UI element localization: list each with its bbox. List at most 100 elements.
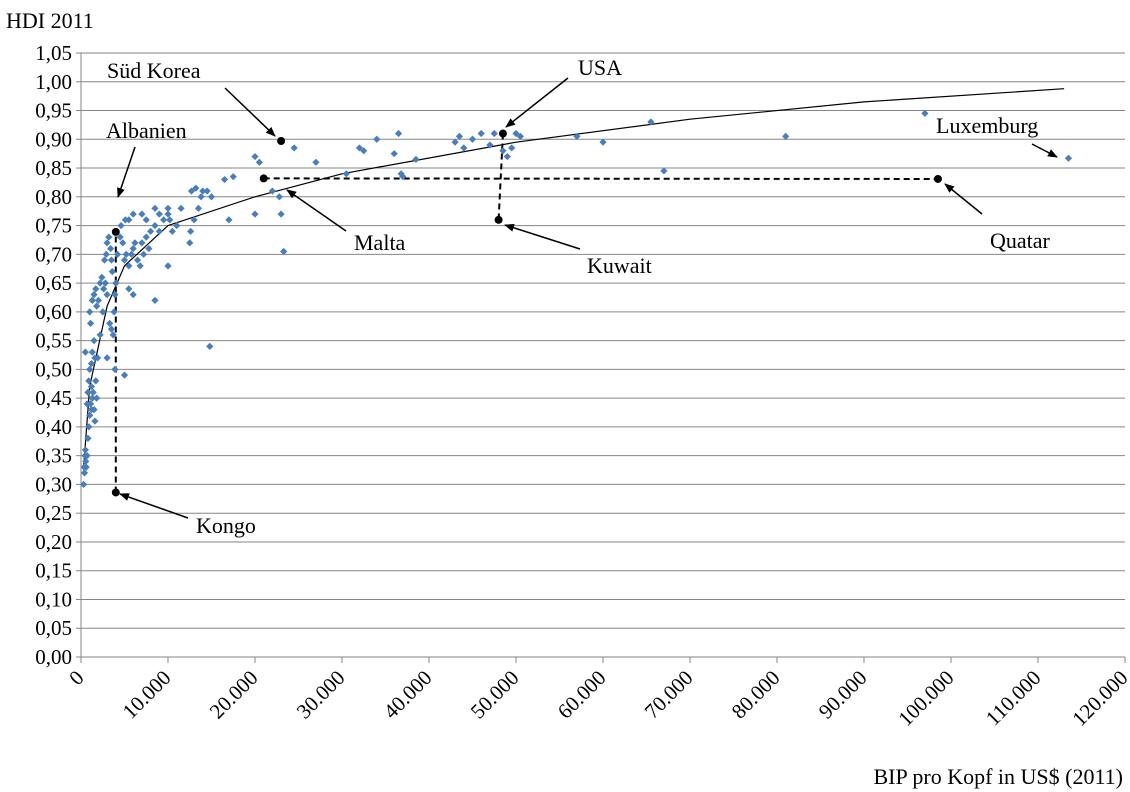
data-point <box>99 308 107 316</box>
y-tick-label: 0,90 <box>35 127 72 151</box>
data-point <box>142 233 150 241</box>
data-point <box>122 250 130 258</box>
data-point <box>111 365 119 373</box>
dashed-connector <box>497 133 504 220</box>
data-point <box>117 221 125 230</box>
annotation-arrow-luxemburg <box>1031 143 1058 158</box>
trendline-group <box>83 88 1065 468</box>
data-point <box>88 296 96 304</box>
data-point <box>390 150 398 158</box>
y-tick-label: 0,80 <box>35 185 72 209</box>
x-tick-label: 50.000 <box>466 666 524 724</box>
data-point <box>103 291 111 299</box>
data-point <box>131 239 139 247</box>
x-tick-label: 70.000 <box>640 666 698 724</box>
data-point <box>107 256 116 264</box>
y-tick-label: 1,05 <box>35 41 72 65</box>
x-tick-labels: 0 10.000 20.000 30.000 40.000 50.000 60.000 70.… <box>64 666 1130 731</box>
data-point <box>503 152 511 161</box>
annotation-arrow-sdkorea <box>224 87 276 137</box>
data-point <box>190 216 198 224</box>
data-point <box>90 337 98 345</box>
data-point <box>113 250 122 258</box>
y-tick-label: 0,30 <box>35 472 72 496</box>
data-point <box>93 302 101 310</box>
data-point <box>81 348 89 356</box>
x-tick-label: 100.000 <box>893 666 958 731</box>
highlighted-point-sdkorea <box>277 137 286 146</box>
data-point <box>125 285 133 293</box>
data-point <box>373 135 381 143</box>
data-point <box>173 221 181 230</box>
data-point <box>103 354 111 362</box>
data-point <box>155 227 163 235</box>
annotation-label-sdkorea: Süd Korea <box>107 58 201 83</box>
y-tick-label: 0,70 <box>35 242 72 266</box>
y-tick-label: 0,35 <box>35 444 72 468</box>
y-tick-label: 0,95 <box>35 99 72 123</box>
data-point <box>100 285 108 293</box>
highlighted-point-kuwait <box>494 215 503 224</box>
trendline <box>83 88 1065 468</box>
y-tick-label: 0,75 <box>35 214 72 238</box>
x-tick-label: 120.000 <box>1067 666 1130 731</box>
data-point <box>85 423 93 431</box>
highlighted-point-malta <box>259 174 268 183</box>
data-point <box>127 250 136 258</box>
data-point <box>155 210 163 218</box>
data-point <box>90 291 98 299</box>
data-point <box>151 204 159 212</box>
dashed-connector <box>263 177 938 180</box>
data-point <box>782 132 790 141</box>
data-point <box>80 469 89 477</box>
data-point <box>486 141 494 149</box>
data-point <box>138 210 146 218</box>
x-tick-label: 110.000 <box>981 666 1046 731</box>
data-point <box>290 144 298 152</box>
y-tick-label: 0,55 <box>35 329 72 353</box>
data-point <box>100 256 109 264</box>
data-point <box>394 129 403 138</box>
data-point <box>93 394 101 402</box>
y-tick-label: 0,40 <box>35 415 72 439</box>
data-point <box>187 227 195 235</box>
highlighted-point-luxemburg <box>1064 154 1073 162</box>
data-point <box>89 388 97 396</box>
data-point <box>140 250 148 258</box>
data-point <box>508 144 516 152</box>
data-point <box>106 244 115 253</box>
data-point <box>412 155 420 164</box>
data-point <box>399 173 407 181</box>
annotation-arrow-kuwait <box>504 223 581 250</box>
data-point <box>164 204 172 212</box>
highlighted-point-kongo <box>111 488 120 497</box>
data-point <box>87 383 96 391</box>
data-point <box>207 193 216 201</box>
data-point <box>112 279 120 287</box>
y-axis-title: HDI 2011 <box>6 8 94 33</box>
data-point <box>460 144 468 152</box>
data-point <box>166 216 174 224</box>
data-point <box>81 446 89 454</box>
data-point <box>84 434 92 443</box>
data-point <box>164 210 172 218</box>
y-tick-label: 0,65 <box>35 271 72 295</box>
data-point <box>82 463 90 471</box>
data-point <box>197 193 205 201</box>
data-point <box>147 227 155 235</box>
data-point <box>96 331 104 339</box>
x-tick-label: 40.000 <box>379 666 437 724</box>
data-point <box>88 348 96 356</box>
data-point <box>109 331 117 339</box>
data-point <box>151 221 159 230</box>
data-point <box>275 193 283 201</box>
data-point <box>199 187 207 195</box>
annotation-label-usa: USA <box>578 55 622 80</box>
data-point <box>136 262 144 270</box>
data-point <box>451 138 459 146</box>
data-point <box>355 144 363 152</box>
x-axis-title: BIP pro Kopf in US$ (2011) <box>873 764 1123 789</box>
data-point <box>516 132 524 141</box>
data-point <box>129 291 137 299</box>
axes <box>76 52 1126 663</box>
